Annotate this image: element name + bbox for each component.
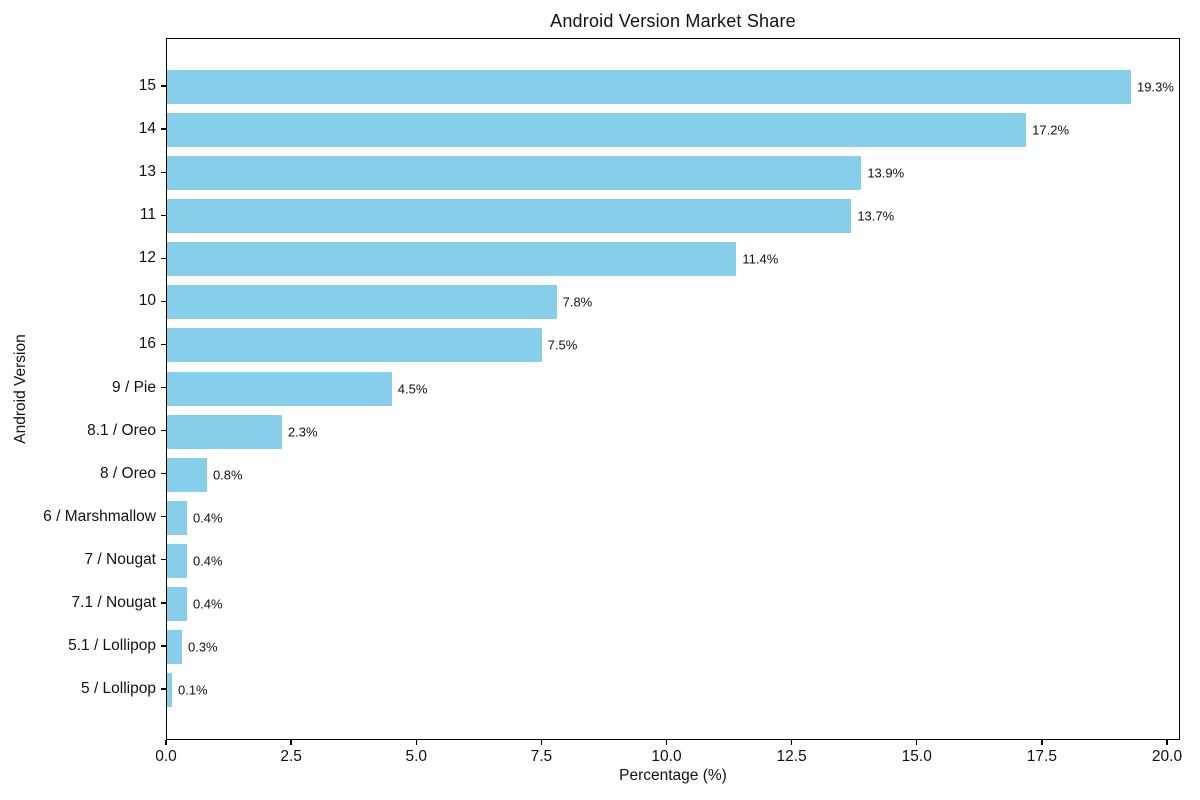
y-tick-mark bbox=[161, 257, 166, 259]
x-tick-mark bbox=[665, 740, 668, 745]
bar-value-label: 0.1% bbox=[177, 682, 208, 698]
bar-row: 19.3% bbox=[167, 66, 1179, 109]
bar-value-label: 4.5% bbox=[397, 381, 428, 397]
y-tick-label: 14 bbox=[138, 120, 156, 138]
y-tick-mark bbox=[161, 429, 166, 432]
x-tick-mark bbox=[1041, 740, 1043, 745]
bar bbox=[167, 500, 187, 535]
y-tick-label: 11 bbox=[139, 206, 156, 224]
bar-row: 0.8% bbox=[167, 453, 1179, 496]
bar-row: 13.9% bbox=[167, 152, 1179, 195]
y-tick-mark bbox=[161, 171, 166, 173]
x-tick-mark bbox=[165, 740, 167, 745]
bar-value-label: 0.4% bbox=[192, 510, 223, 526]
bar-row: 2.3% bbox=[167, 410, 1179, 453]
bar bbox=[167, 328, 542, 363]
bar-row: 0.4% bbox=[167, 539, 1179, 582]
bar bbox=[167, 543, 187, 578]
y-tick-mark bbox=[161, 516, 166, 518]
bar bbox=[167, 371, 392, 406]
x-tick-mark bbox=[415, 740, 417, 745]
bar-value-label: 0.4% bbox=[192, 553, 223, 569]
bar-row: 0.4% bbox=[167, 496, 1179, 539]
bar-row: 0.1% bbox=[167, 668, 1179, 711]
bar-row: 17.2% bbox=[167, 109, 1179, 152]
y-tick-label: 7 / Nougat bbox=[84, 550, 156, 568]
bar-value-label: 13.9% bbox=[867, 165, 905, 181]
bar-row: 11.4% bbox=[167, 238, 1179, 281]
x-tick-mark bbox=[916, 740, 918, 745]
bar-row: 13.7% bbox=[167, 195, 1179, 238]
bar bbox=[167, 199, 852, 234]
bar-value-label: 2.3% bbox=[287, 424, 318, 440]
x-tick-mark bbox=[290, 740, 292, 745]
chart-title: Android Version Market Share bbox=[550, 11, 796, 31]
plot-area: 19.3% 17.2% 13.9% 13.7% 11.4% 7.8% 7.5% 4.5% 2.3… bbox=[166, 38, 1180, 740]
bar-value-label: 7.5% bbox=[547, 337, 578, 353]
y-tick-mark bbox=[161, 688, 166, 690]
y-tick-mark bbox=[161, 343, 166, 346]
bar bbox=[167, 673, 172, 707]
y-tick-label: 10 bbox=[138, 292, 156, 310]
x-tick-label: 2.5 bbox=[280, 748, 302, 765]
bar bbox=[167, 285, 557, 320]
x-tick-label: 12.5 bbox=[776, 748, 807, 765]
y-tick-mark bbox=[161, 602, 166, 604]
bar-value-label: 0.4% bbox=[192, 596, 223, 612]
x-tick-label: 7.5 bbox=[530, 748, 553, 765]
y-tick-label: 8 / Oreo bbox=[100, 464, 156, 482]
bar-value-label: 7.8% bbox=[562, 294, 593, 310]
bar bbox=[167, 586, 187, 621]
bar-row: 7.8% bbox=[167, 281, 1179, 324]
y-tick-label: 16 bbox=[138, 335, 156, 353]
x-tick-label: 5.0 bbox=[405, 748, 428, 765]
y-tick-label: 9 / Pie bbox=[112, 378, 156, 396]
x-tick-label: 17.5 bbox=[1026, 748, 1057, 765]
bar-value-label: 0.8% bbox=[212, 467, 243, 483]
y-tick-mark bbox=[161, 559, 166, 561]
y-tick-mark bbox=[161, 214, 166, 216]
y-tick-mark bbox=[161, 300, 166, 303]
bar bbox=[167, 242, 737, 277]
y-tick-label: 5.1 / Lollipop bbox=[68, 636, 156, 654]
y-tick-label: 12 bbox=[138, 249, 156, 267]
bar bbox=[167, 457, 207, 492]
y-tick-mark bbox=[161, 473, 166, 475]
y-tick-mark bbox=[161, 128, 166, 130]
bar-row: 7.5% bbox=[167, 324, 1179, 367]
y-tick-label: 7.1 / Nougat bbox=[71, 593, 156, 611]
x-tick-label: 10.0 bbox=[651, 748, 682, 765]
y-tick-mark bbox=[161, 85, 166, 87]
x-tick-label: 20.0 bbox=[1151, 748, 1183, 765]
bar-value-label: 19.3% bbox=[1137, 79, 1174, 95]
y-tick-label: 13 bbox=[138, 163, 156, 181]
bar-row: 0.3% bbox=[167, 625, 1179, 668]
bar-value-label: 13.7% bbox=[857, 208, 895, 224]
y-tick-mark bbox=[161, 645, 166, 647]
x-axis-label: Percentage (%) bbox=[619, 767, 727, 784]
x-tick-mark bbox=[790, 740, 793, 745]
bar bbox=[167, 113, 1027, 148]
y-tick-mark bbox=[161, 386, 166, 389]
bar bbox=[167, 70, 1132, 105]
x-tick-mark bbox=[540, 740, 543, 745]
bar bbox=[167, 414, 282, 449]
bar-value-label: 0.3% bbox=[187, 639, 218, 655]
x-tick-label: 0.0 bbox=[155, 748, 177, 765]
x-tick-label: 15.0 bbox=[901, 748, 932, 765]
bar-value-label: 11.4% bbox=[742, 251, 779, 267]
y-tick-label: 6 / Marshmallow bbox=[43, 507, 156, 525]
bar bbox=[167, 156, 862, 191]
y-tick-label: 8.1 / Oreo bbox=[87, 421, 156, 439]
bar-row: 0.4% bbox=[167, 582, 1179, 625]
bar-value-label: 17.2% bbox=[1032, 122, 1070, 138]
y-tick-label: 5 / Lollipop bbox=[81, 680, 156, 697]
bar bbox=[167, 629, 182, 664]
y-tick-label: 15 bbox=[138, 77, 156, 95]
bar-row: 4.5% bbox=[167, 367, 1179, 410]
x-tick-mark bbox=[1166, 740, 1168, 745]
